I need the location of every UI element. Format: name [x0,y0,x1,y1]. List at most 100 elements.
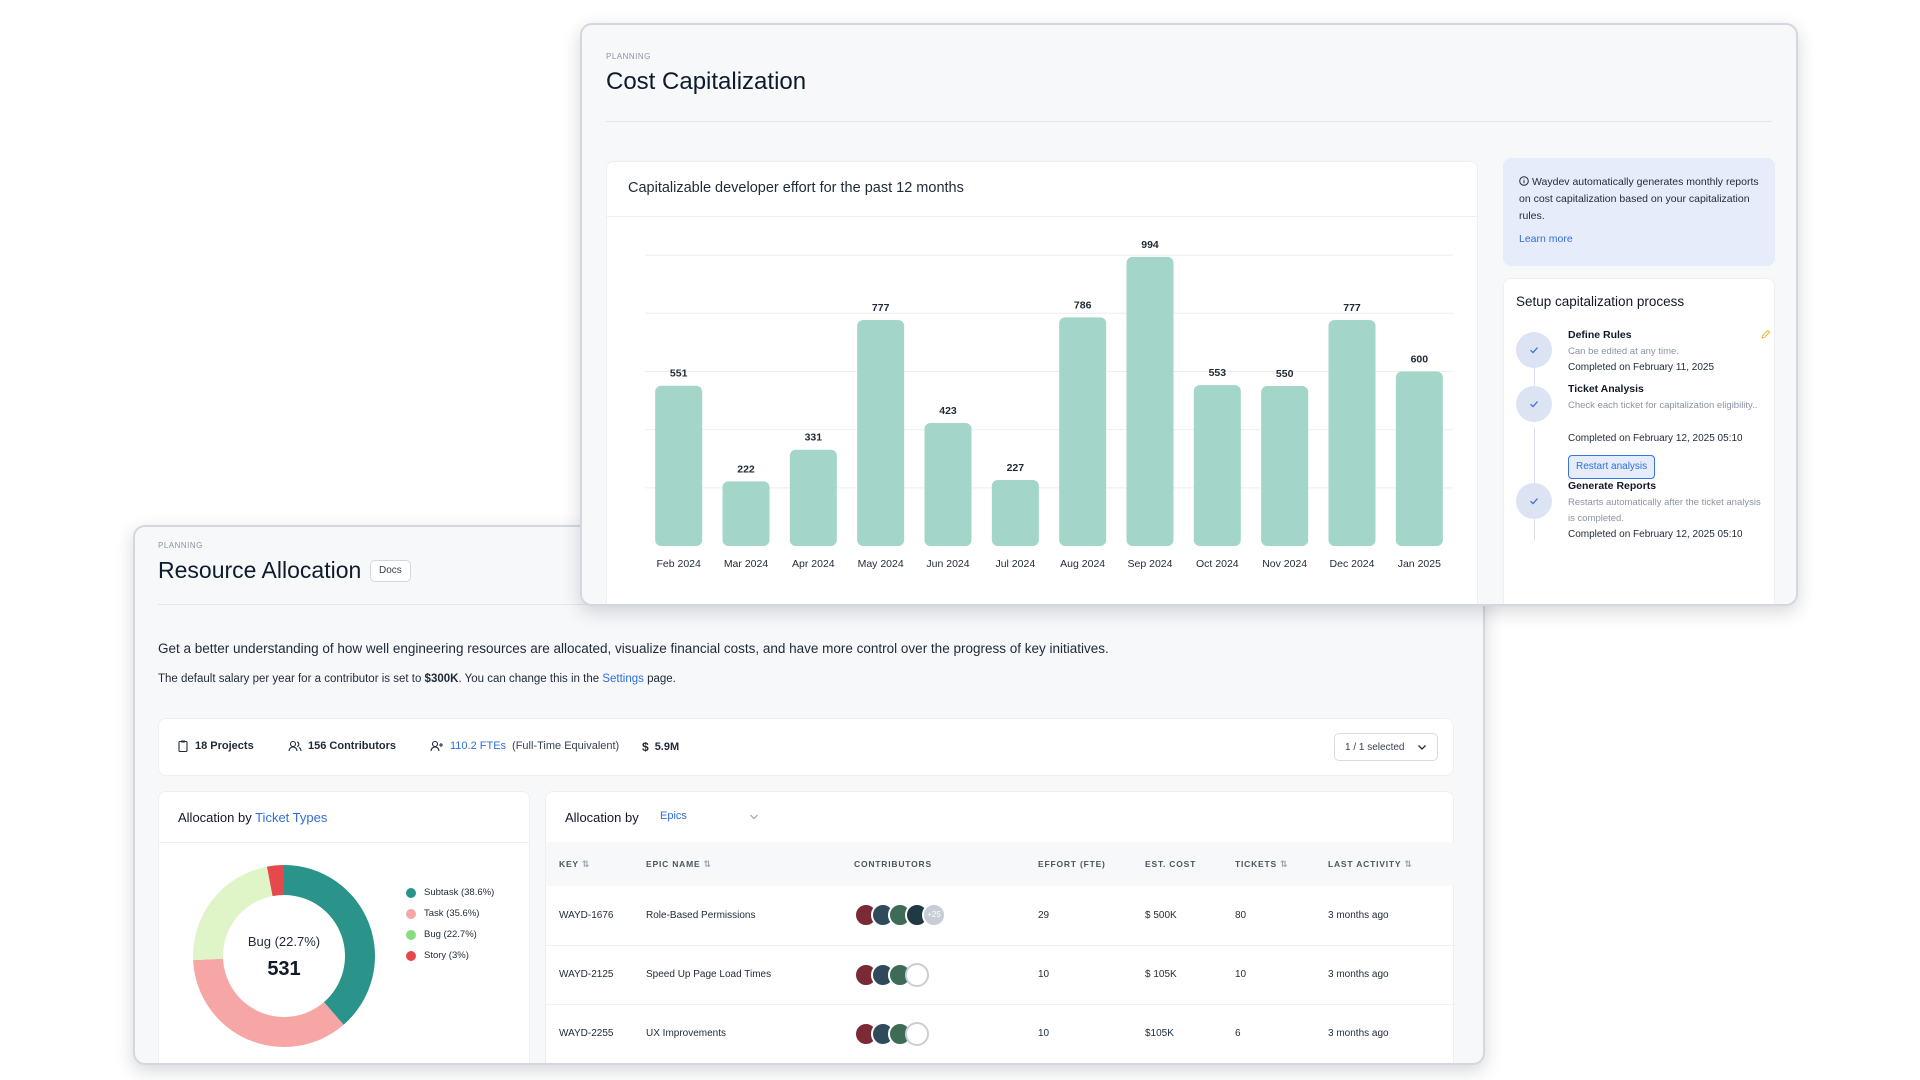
bar[interactable] [924,422,972,546]
contributors-cell: +25 [854,886,1038,946]
donut-center-label: Bug (22.7%) [247,934,321,949]
bar[interactable] [722,481,770,546]
clipboard-icon [178,740,188,752]
learn-more-link[interactable]: Learn more [1519,233,1573,245]
step-description: Check each ticket for capitalization eli… [1568,400,1758,411]
step-completed: Completed on February 11, 2025 [1568,362,1715,373]
legend-swatch [406,950,416,961]
table-row[interactable]: WAYD-1676 Role-Based Permissions +25 29 … [546,886,1455,946]
chevron-down-icon [1418,745,1426,750]
column-header-key[interactable]: KEY ⇅ [546,842,646,886]
step-define-rules: Define Rules Can be edited at any time. … [1516,329,1771,379]
ticket-types-card: Allocation by Ticket Types Bug (22.7%) 5… [158,791,530,1063]
epic-name: Speed Up Page Load Times [646,945,854,1005]
ticket-types-link[interactable]: Ticket Types [255,810,328,825]
bar[interactable] [1059,317,1107,546]
bar[interactable] [1126,256,1174,546]
legend-item[interactable]: Subtask (38.6%) [406,882,494,903]
docs-button[interactable]: Docs [370,560,411,582]
step-title: Generate Reports [1568,480,1657,492]
dollar-icon: $ [642,740,649,754]
bar[interactable] [991,479,1039,546]
contributors-stat: 156 Contributors [288,740,396,752]
bar-value-label: 600 [1411,353,1429,365]
bar-value-label: 331 [805,432,823,444]
info-text: Waydev automatically generates monthly r… [1519,174,1759,225]
bar-value-label: 553 [1209,367,1227,379]
epic-name: Role-Based Permissions [646,886,854,946]
contributors-count: 156 Contributors [308,740,397,752]
x-tick-label: May 2024 [858,558,904,570]
bar-value-label: 550 [1276,368,1294,380]
donut-slice[interactable] [193,958,344,1047]
donut-slice[interactable] [266,865,284,897]
bar-value-label: 786 [1074,299,1092,311]
bar[interactable] [1328,319,1376,546]
contributors-cell [854,945,1038,1005]
bar[interactable] [1193,385,1241,546]
legend-label: Bug (22.7%) [424,929,477,940]
bar[interactable] [1261,386,1309,546]
x-tick-label: Nov 2024 [1262,558,1307,570]
sort-icon[interactable]: ⇅ [1404,858,1413,869]
column-header-last-activity[interactable]: LAST ACTIVITY ⇅ [1328,842,1455,886]
allocation-type-dropdown[interactable]: Epics [660,810,687,822]
selection-value: 1 / 1 selected [1345,742,1405,753]
avatar-placeholder [905,1021,929,1046]
bar-value-label: 551 [670,368,688,380]
bar[interactable] [857,319,905,546]
resource-allocation-window: PLANNING Resource Allocation Docs Get a … [133,525,1485,1065]
donut-chart: Bug (22.7%) 531 [192,864,376,1048]
legend-item[interactable]: Story (3%) [406,945,494,966]
epic-cost: $105K [1145,1004,1235,1063]
setup-process-card: Setup capitalization process Define Rule… [1503,278,1775,604]
table-row[interactable]: WAYD-2255 UX Improvements 10 $105K 6 3 m… [546,1004,1455,1063]
table-row[interactable]: WAYD-2125 Speed Up Page Load Times 10 $ … [546,945,1455,1005]
bar-value-label: 227 [1007,462,1025,474]
step-description: Can be edited at any time. [1568,346,1679,357]
x-tick-label: Aug 2024 [1060,558,1105,570]
x-tick-label: Jan 2025 [1398,558,1441,570]
cost-stat: $ 5.9M [642,740,679,754]
bar[interactable] [1395,371,1443,546]
legend-item[interactable]: Task (35.6%) [406,903,494,924]
epic-key: WAYD-2255 [546,1004,646,1063]
intro-text: Get a better understanding of how well e… [158,641,1109,656]
step-ticket-analysis: Ticket Analysis Check each ticket for ca… [1516,383,1766,483]
step-status [1516,386,1552,422]
column-header-epic-name[interactable]: EPIC NAME ⇅ [646,842,854,886]
more-contributors-badge: +25 [922,903,946,928]
donut-slice[interactable] [193,866,273,961]
bar[interactable] [789,449,837,546]
avatar-group[interactable] [854,962,1038,987]
pencil-icon[interactable] [1760,329,1771,340]
bar-value-label: 777 [872,302,890,314]
page-title: Cost Capitalization [606,68,807,95]
sort-icon[interactable]: ⇅ [703,858,712,869]
salary-text: The default salary per year for a contri… [158,673,676,685]
bar[interactable] [655,385,703,546]
sort-icon[interactable]: ⇅ [1279,858,1289,869]
chevron-down-icon[interactable] [749,813,759,821]
selection-dropdown[interactable]: 1 / 1 selected [1334,733,1438,761]
donut-slice[interactable] [284,865,375,1025]
donut-center-value: 531 [267,958,301,980]
epics-table: KEY ⇅ EPIC NAME ⇅ CONTRIBUTORS EFFORT (FTE… [546,842,1455,1063]
epic-tickets: 6 [1235,1004,1328,1063]
epic-effort: 10 [1038,1004,1145,1063]
ticket-types-heading: Allocation by Ticket Types [178,810,327,825]
info-icon [1519,176,1529,186]
step-description: Restarts automatically after the ticket … [1568,497,1761,524]
avatar-group[interactable] [854,1021,1038,1046]
restart-analysis-button[interactable]: Restart analysis [1568,455,1656,479]
avatar-group[interactable]: +25 [854,903,1038,928]
column-header-tickets[interactable]: TICKETS ⇅ [1235,842,1328,886]
legend-item[interactable]: Bug (22.7%) [406,924,494,945]
settings-link[interactable]: Settings [602,673,644,685]
ftes-value[interactable]: 110.2 FTEs [450,740,507,752]
ticket-types-heading-prefix: Allocation by [178,810,256,825]
bar-value-label: 222 [737,463,755,475]
sort-icon[interactable]: ⇅ [581,858,591,869]
legend-label: Task (35.6%) [424,908,480,919]
epic-cost: $ 500K [1145,886,1235,946]
